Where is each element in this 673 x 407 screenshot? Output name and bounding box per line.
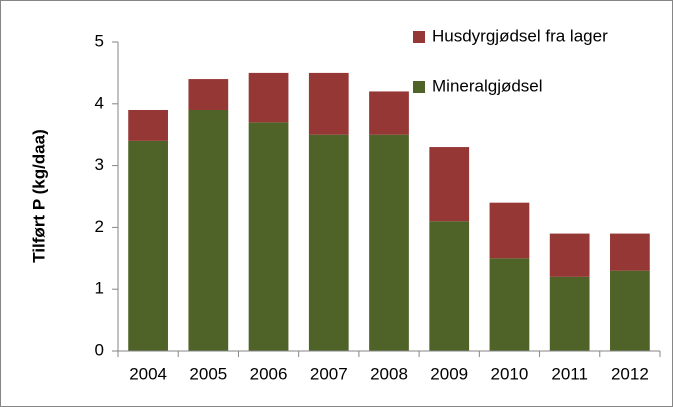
bar-segment [188, 79, 229, 110]
bar-segment [429, 221, 470, 351]
bar-segment [610, 270, 650, 351]
bar-segment [248, 122, 289, 351]
bar-segment [248, 72, 289, 123]
legend-label: Husdyrgjødsel fra lager [432, 26, 608, 45]
legend-label: Mineralgjødsel [432, 76, 543, 95]
y-tick-label: 2 [95, 217, 104, 236]
bar-segment [610, 233, 650, 271]
x-tick-label: 2006 [250, 364, 288, 383]
bar-segment [489, 202, 530, 259]
y-tick-label: 5 [95, 31, 104, 50]
x-tick-label: 2007 [310, 364, 348, 383]
y-axis-label: Tilført P (kg/daa) [29, 129, 48, 263]
bar-segment [489, 258, 530, 351]
y-tick-label: 4 [95, 93, 104, 112]
bar-segment [549, 276, 590, 351]
bar-segment [188, 109, 229, 351]
x-tick-label: 2004 [129, 364, 167, 383]
bar-segment [429, 147, 470, 222]
bar-segment [369, 134, 409, 351]
legend-swatch [413, 81, 425, 93]
bar-segment [128, 140, 168, 351]
x-tick-label: 2009 [430, 364, 468, 383]
x-tick-label: 2005 [189, 364, 227, 383]
bar-segment [128, 109, 168, 141]
y-tick-label: 1 [95, 279, 104, 298]
x-tick-label: 2012 [611, 364, 649, 383]
x-tick-label: 2010 [491, 364, 529, 383]
y-tick-label: 3 [95, 155, 104, 174]
bar-segment [308, 72, 349, 135]
x-tick-label: 2011 [551, 364, 588, 383]
y-tick-label: 0 [95, 340, 104, 359]
x-tick-label: 2008 [370, 364, 408, 383]
bar-segment [549, 233, 590, 277]
legend-swatch [413, 31, 425, 43]
bar-segment [369, 91, 409, 135]
bar-segment [308, 134, 349, 351]
